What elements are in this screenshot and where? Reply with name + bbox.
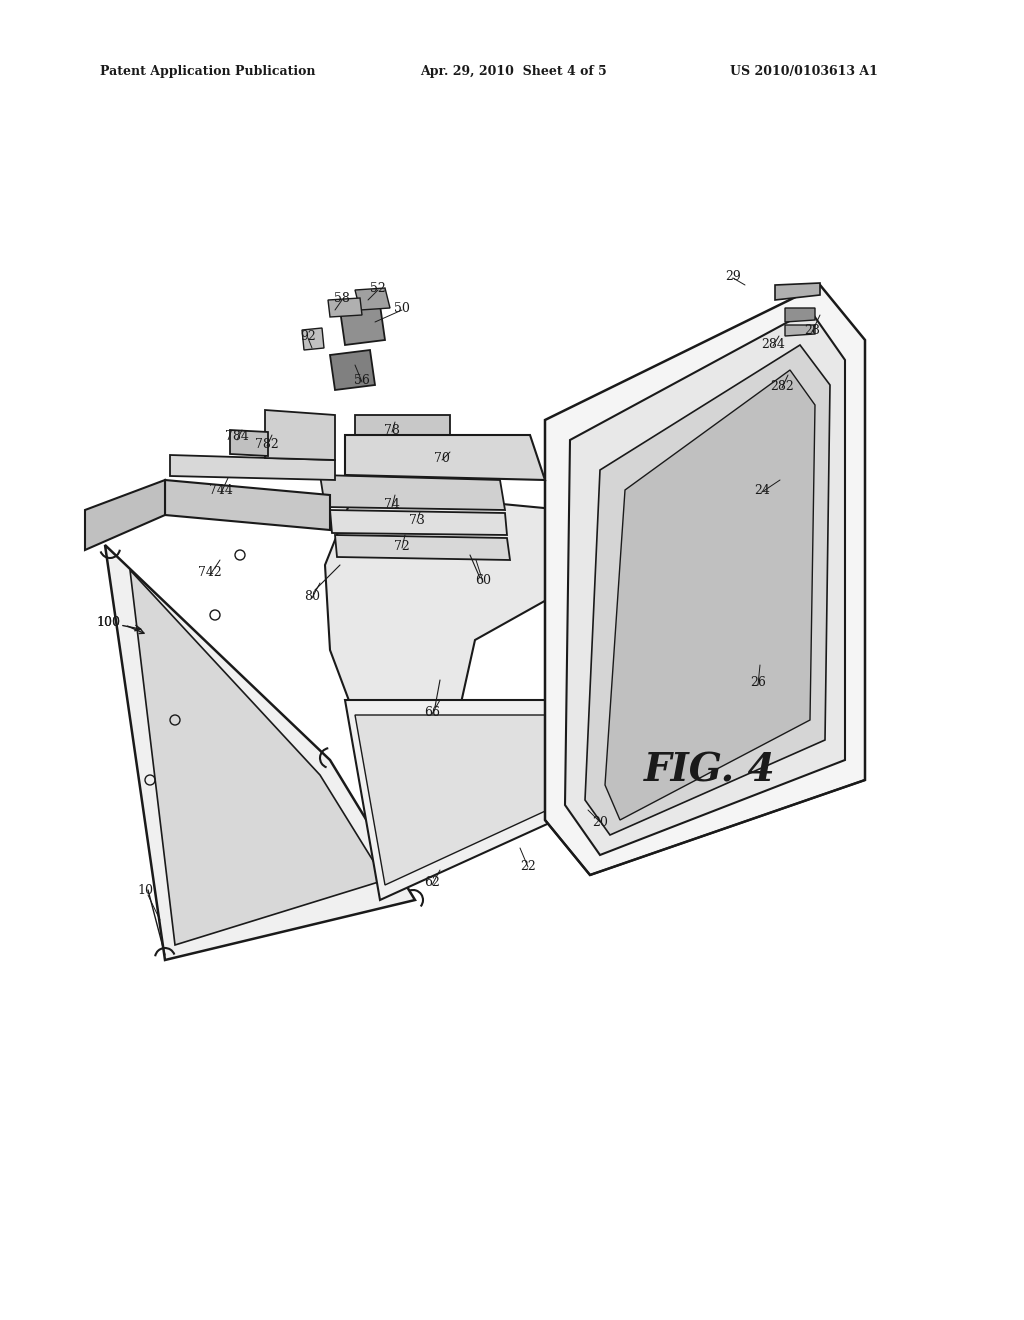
Text: 50: 50 xyxy=(394,301,410,314)
Polygon shape xyxy=(585,345,830,836)
Text: 28: 28 xyxy=(804,323,820,337)
Polygon shape xyxy=(328,298,362,317)
Polygon shape xyxy=(330,350,375,389)
Text: 78: 78 xyxy=(384,424,400,437)
Polygon shape xyxy=(335,535,510,560)
Polygon shape xyxy=(345,436,545,480)
Text: 73: 73 xyxy=(409,515,425,528)
Polygon shape xyxy=(775,282,820,300)
Text: 744: 744 xyxy=(209,484,232,498)
Text: 72: 72 xyxy=(394,540,410,553)
Polygon shape xyxy=(545,285,865,875)
Polygon shape xyxy=(319,475,505,510)
Polygon shape xyxy=(345,700,600,900)
Text: 284: 284 xyxy=(761,338,785,351)
Text: 784: 784 xyxy=(225,430,249,444)
Text: 66: 66 xyxy=(424,705,440,718)
Text: US 2010/0103613 A1: US 2010/0103613 A1 xyxy=(730,66,878,78)
Polygon shape xyxy=(165,480,330,531)
Text: 29: 29 xyxy=(725,269,741,282)
Text: 10: 10 xyxy=(137,883,153,896)
Polygon shape xyxy=(265,411,335,459)
Polygon shape xyxy=(130,570,385,945)
Text: Apr. 29, 2010  Sheet 4 of 5: Apr. 29, 2010 Sheet 4 of 5 xyxy=(420,66,607,78)
Text: 74: 74 xyxy=(384,499,400,511)
Polygon shape xyxy=(565,310,845,855)
Polygon shape xyxy=(355,414,450,436)
Polygon shape xyxy=(302,327,324,350)
Text: 22: 22 xyxy=(520,861,536,874)
Text: 20: 20 xyxy=(592,816,608,829)
Text: 52: 52 xyxy=(370,282,386,296)
Text: 282: 282 xyxy=(770,380,794,392)
Text: 60: 60 xyxy=(475,573,490,586)
Text: 782: 782 xyxy=(255,437,279,450)
Polygon shape xyxy=(105,545,415,960)
Text: 26: 26 xyxy=(750,676,766,689)
Text: 80: 80 xyxy=(304,590,319,602)
Polygon shape xyxy=(330,510,507,535)
Polygon shape xyxy=(230,430,268,455)
Text: 24: 24 xyxy=(754,483,770,496)
Text: 92: 92 xyxy=(300,330,315,343)
Polygon shape xyxy=(170,455,335,480)
Polygon shape xyxy=(85,480,165,550)
Text: 100: 100 xyxy=(96,615,120,628)
Text: 742: 742 xyxy=(198,565,222,578)
Polygon shape xyxy=(355,288,390,310)
Text: 56: 56 xyxy=(354,375,370,388)
Text: 100: 100 xyxy=(96,615,120,628)
Text: 62: 62 xyxy=(424,875,440,888)
Text: 70: 70 xyxy=(434,451,450,465)
Polygon shape xyxy=(605,370,815,820)
Text: FIG. 4: FIG. 4 xyxy=(644,751,776,789)
Polygon shape xyxy=(325,490,600,730)
Polygon shape xyxy=(340,305,385,345)
Polygon shape xyxy=(785,308,815,322)
Text: 58: 58 xyxy=(334,293,350,305)
Polygon shape xyxy=(355,715,580,884)
Polygon shape xyxy=(785,325,815,337)
Text: Patent Application Publication: Patent Application Publication xyxy=(100,66,315,78)
